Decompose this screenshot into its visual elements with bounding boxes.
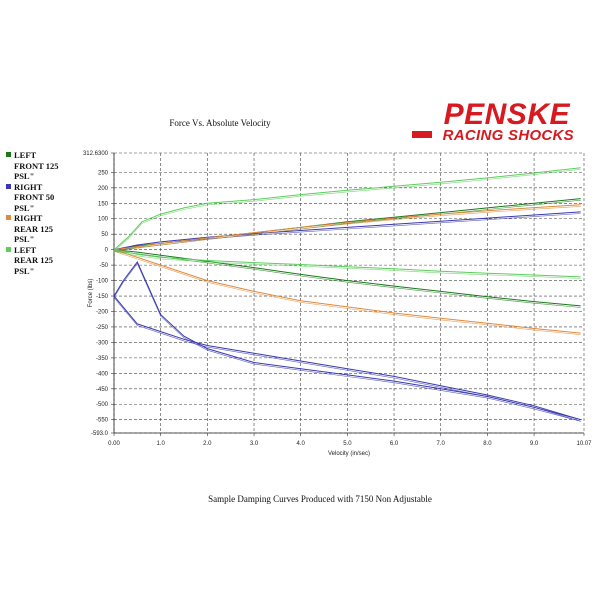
y-tick-label: -450	[96, 387, 109, 393]
legend-item: RIGHT REAR 125 PSL"	[6, 213, 74, 245]
legend-item: LEFT FRONT 125 PSL"	[6, 150, 74, 182]
x-tick-label: 5.0	[343, 441, 352, 447]
y-tick-label: 312.6300	[83, 151, 109, 157]
series-line	[113, 249, 581, 307]
series-line	[113, 204, 581, 251]
chart-caption: Sample Damping Curves Produced with 7150…	[208, 494, 432, 504]
y-tick-label: -250	[96, 325, 109, 331]
series-line	[113, 261, 581, 421]
y-tick-label: -350	[96, 356, 109, 362]
series-line-return	[113, 206, 581, 252]
legend-label: RIGHT FRONT 50 PSL"	[14, 181, 55, 213]
logo-brand: PENSKE	[443, 98, 570, 131]
series-line-return	[113, 263, 581, 422]
series-2	[113, 211, 581, 422]
chart-legend: LEFT FRONT 125 PSL" RIGHT FRONT 50 PSL" RI…	[6, 150, 74, 276]
y-tick-label: 200	[98, 186, 109, 192]
x-tick-label: 2.0	[203, 441, 212, 447]
y-tick-label: -200	[96, 309, 109, 315]
chart-series	[113, 167, 581, 422]
series-line-return	[113, 251, 581, 279]
legend-swatch	[6, 183, 11, 189]
x-tick-label: 9.0	[530, 441, 539, 447]
logo-bar	[412, 131, 432, 138]
chart-axes	[113, 153, 584, 434]
series-line	[113, 211, 581, 251]
x-tick-label: 3.0	[250, 441, 259, 447]
legend-item: LEFT REAR 125 PSL"	[6, 245, 74, 277]
series-line-return	[113, 251, 581, 335]
legend-swatch	[6, 215, 11, 220]
x-tick-label: 4.0	[297, 441, 306, 447]
y-tick-label: -593.0	[91, 431, 109, 437]
x-tick-label: 8.0	[483, 441, 492, 447]
y-tick-label: 100	[98, 217, 109, 223]
series-line	[113, 249, 581, 334]
x-tick-label: 7.0	[437, 441, 446, 447]
series-4	[113, 167, 581, 279]
y-tick-label: -50	[99, 263, 108, 269]
y-axis-label: Force (lbs)	[88, 279, 94, 308]
chart-ticks: 312.6300 250 200 150 100 50 0 -50 -100 -150 -200 -2…	[83, 151, 592, 447]
x-tick-label: 0.00	[108, 441, 120, 447]
legend-item: RIGHT FRONT 50 PSL"	[6, 182, 74, 214]
legend-swatch	[6, 246, 11, 252]
y-tick-label: -500	[96, 402, 109, 408]
penske-logo: PENSKE RACING SHOCKS	[410, 98, 580, 144]
logo-sub: RACING SHOCKS	[442, 127, 574, 144]
x-tick-label: 1.0	[157, 441, 166, 447]
legend-swatch	[6, 152, 11, 157]
series-line	[113, 167, 581, 251]
y-tick-label: -100	[96, 279, 109, 285]
series-3	[113, 204, 581, 335]
y-tick-label: 0	[105, 248, 109, 254]
y-tick-label: -150	[96, 294, 109, 300]
x-tick-label: 10.07	[576, 441, 592, 447]
legend-label: LEFT REAR 125 PSL"	[14, 244, 53, 276]
series-line	[113, 249, 581, 278]
series-line	[113, 295, 581, 421]
chart-grid	[113, 152, 585, 434]
y-tick-label: -400	[96, 371, 109, 377]
y-tick-label: 150	[98, 201, 109, 207]
legend-label: LEFT FRONT 125 PSL"	[14, 150, 59, 181]
chart-title: Force Vs. Absolute Velocity	[169, 118, 271, 128]
y-tick-label: -550	[96, 418, 109, 424]
legend-label: RIGHT REAR 125 PSL"	[14, 213, 53, 244]
series-line-return	[113, 251, 581, 308]
x-axis-label: Velocity (in/sec)	[328, 451, 370, 457]
y-tick-label: 50	[101, 232, 108, 238]
x-tick-label: 6.0	[390, 441, 399, 447]
series-line-return	[113, 169, 581, 252]
y-tick-label: 250	[98, 170, 109, 176]
y-tick-label: -300	[96, 340, 109, 346]
